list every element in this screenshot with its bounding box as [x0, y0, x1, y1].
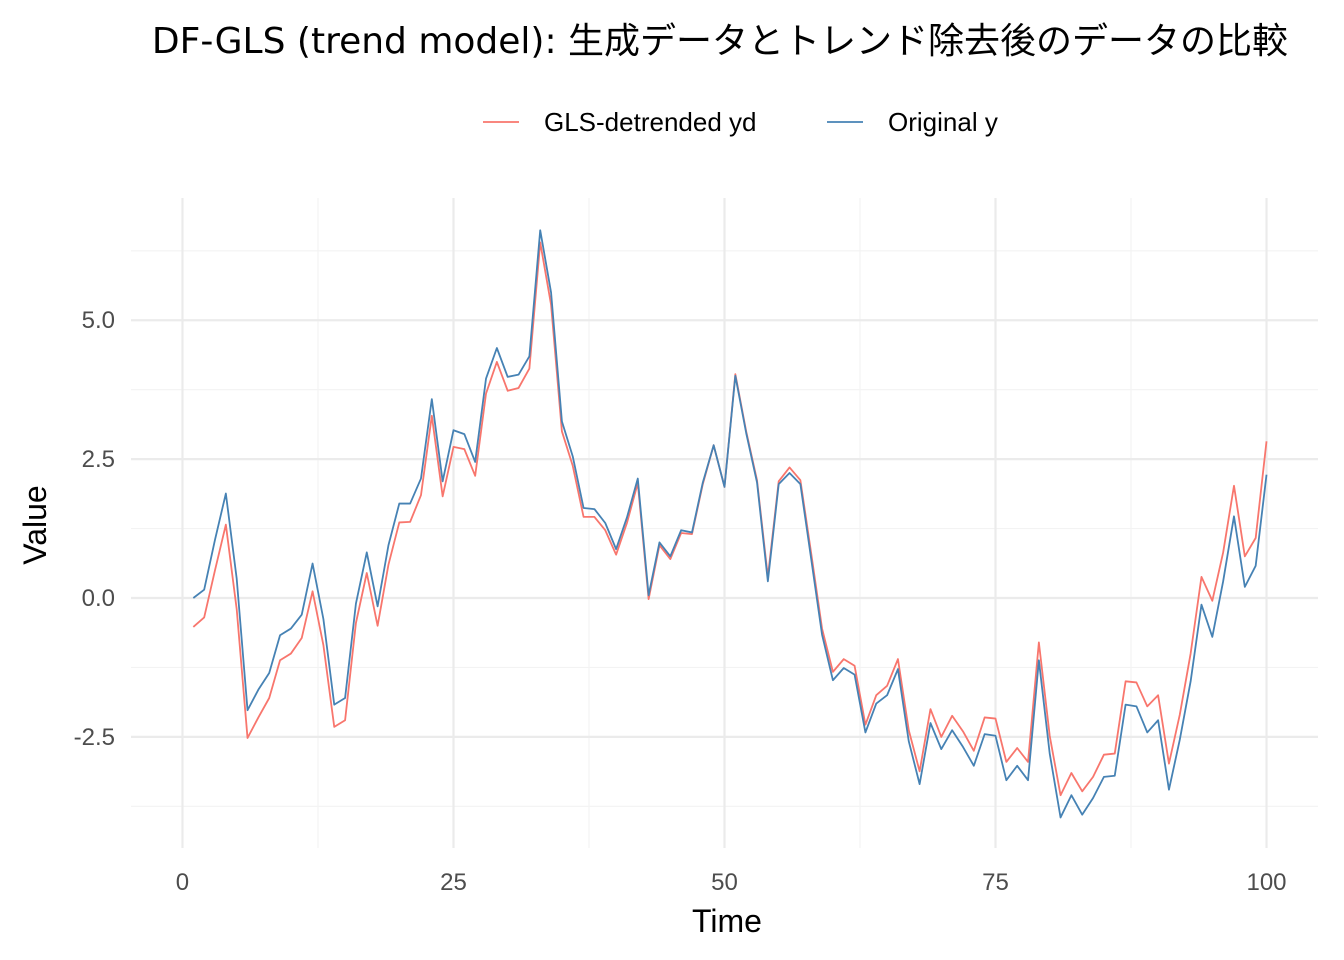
x-tick-label: 50	[711, 869, 738, 896]
x-tick-label: 25	[440, 869, 467, 896]
x-axis-tick-labels: 0 25 50 75 100	[176, 869, 1287, 896]
y-tick-label: 5.0	[82, 307, 115, 334]
y-axis-tick-labels: -2.5 0.0 2.5 5.0	[74, 307, 115, 751]
x-axis-title: Time	[692, 903, 762, 939]
x-tick-label: 75	[982, 869, 1009, 896]
series-line-original-y	[192, 229, 1268, 819]
legend-label: Original y	[888, 107, 998, 137]
y-tick-label: 0.0	[82, 585, 115, 612]
series-lines	[192, 229, 1268, 819]
chart-title: DF-GLS (trend model): 生成データとトレンド除去後のデータの…	[152, 21, 1288, 62]
y-tick-label: -2.5	[74, 724, 115, 751]
series-line-gls-detrended-yd	[192, 241, 1268, 797]
y-tick-label: 2.5	[82, 446, 115, 473]
legend: GLS-detrended yd Original y	[483, 107, 998, 137]
x-tick-label: 0	[176, 869, 189, 896]
x-tick-label: 100	[1246, 869, 1286, 896]
legend-label: GLS-detrended yd	[544, 107, 756, 137]
major-gridlines	[131, 198, 1318, 848]
y-axis-title: Value	[17, 485, 53, 564]
